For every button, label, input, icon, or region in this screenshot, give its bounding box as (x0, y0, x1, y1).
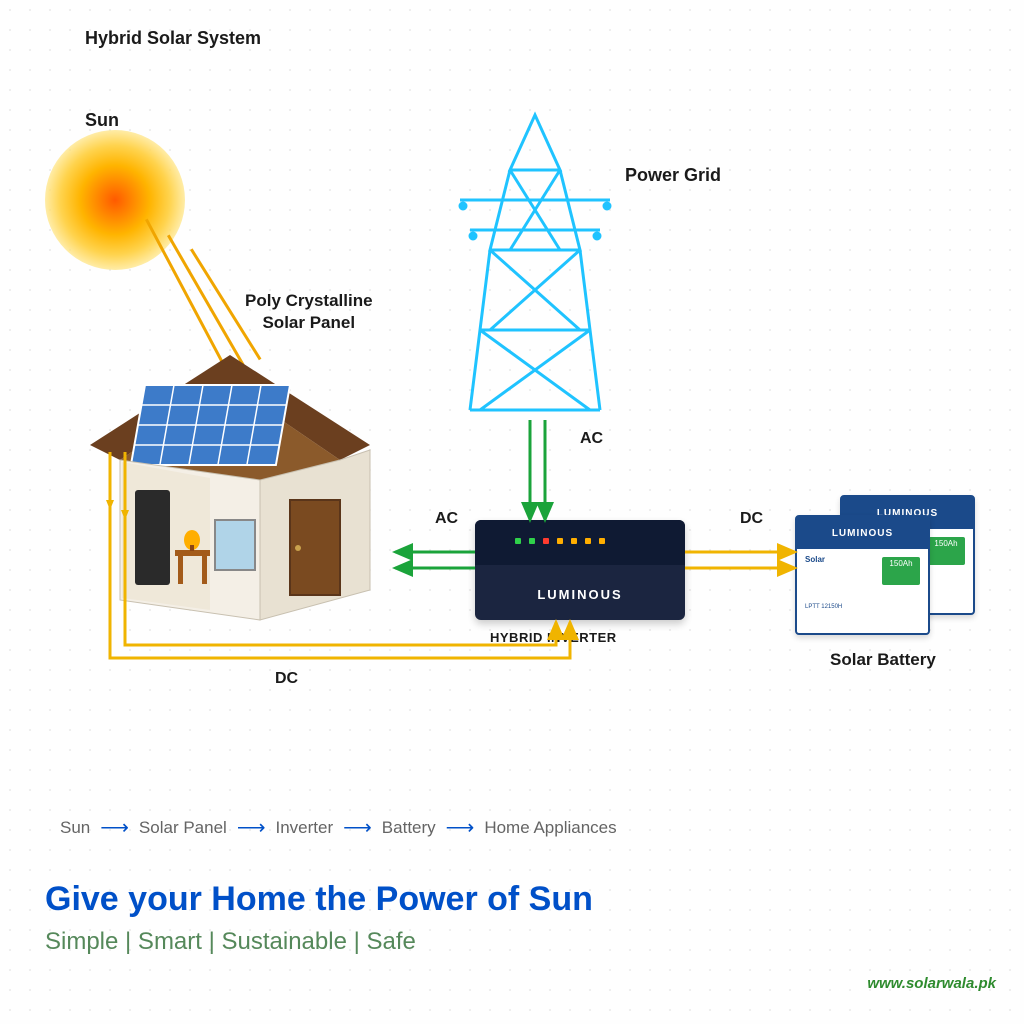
arrow-icon: ⟶ (100, 815, 129, 840)
battery-capacity: 150Ah (882, 557, 920, 585)
sub-tagline: Simple | Smart | Sustainable | Safe (45, 928, 416, 956)
website-url: www.solarwala.pk (867, 975, 996, 992)
battery-capacity: 150Ah (927, 537, 965, 565)
arrow-icon: ⟶ (237, 815, 266, 840)
arrow-icon: ⟶ (446, 815, 475, 840)
inverter-brand: LUMINOUS (475, 587, 685, 602)
flow-step: Inverter (275, 818, 333, 838)
flow-step: Solar Panel (139, 818, 227, 838)
tagline: Give your Home the Power of Sun (45, 880, 593, 919)
battery-brand: LUMINOUS (797, 517, 928, 549)
flow-chain: Sun ⟶ Solar Panel ⟶ Inverter ⟶ Battery ⟶… (60, 815, 617, 840)
flow-step: Battery (382, 818, 436, 838)
power-grid-icon (455, 110, 615, 420)
inverter-label: HYBRID INVERTER (490, 630, 617, 645)
battery-group-icon: LUMINOUS 150Ah Solar LPTT 12150H LUMINOU… (795, 495, 995, 645)
inverter-indicator-lights (515, 538, 605, 544)
ac-label-horizontal: AC (435, 510, 458, 528)
battery-label: Solar Battery (830, 650, 936, 670)
grid-label: Power Grid (625, 165, 721, 186)
sun-label: Sun (85, 110, 119, 131)
flow-step: Home Appliances (484, 818, 616, 838)
dc-label-right: DC (740, 510, 763, 528)
arrow-icon: ⟶ (343, 815, 372, 840)
page-title: Hybrid Solar System (85, 28, 261, 49)
battery-model: LPTT 12150H (805, 604, 920, 610)
battery-unit: LUMINOUS 150Ah Solar LPTT 12150H (795, 515, 930, 635)
panel-label-line1: Poly Crystalline (245, 291, 373, 310)
panel-label: Poly Crystalline Solar Panel (245, 290, 373, 334)
ac-label-vertical: AC (580, 430, 603, 448)
dc-label-bottom: DC (275, 670, 298, 688)
inverter-icon: LUMINOUS (475, 520, 685, 620)
house-icon (60, 330, 400, 630)
flow-step: Sun (60, 818, 90, 838)
